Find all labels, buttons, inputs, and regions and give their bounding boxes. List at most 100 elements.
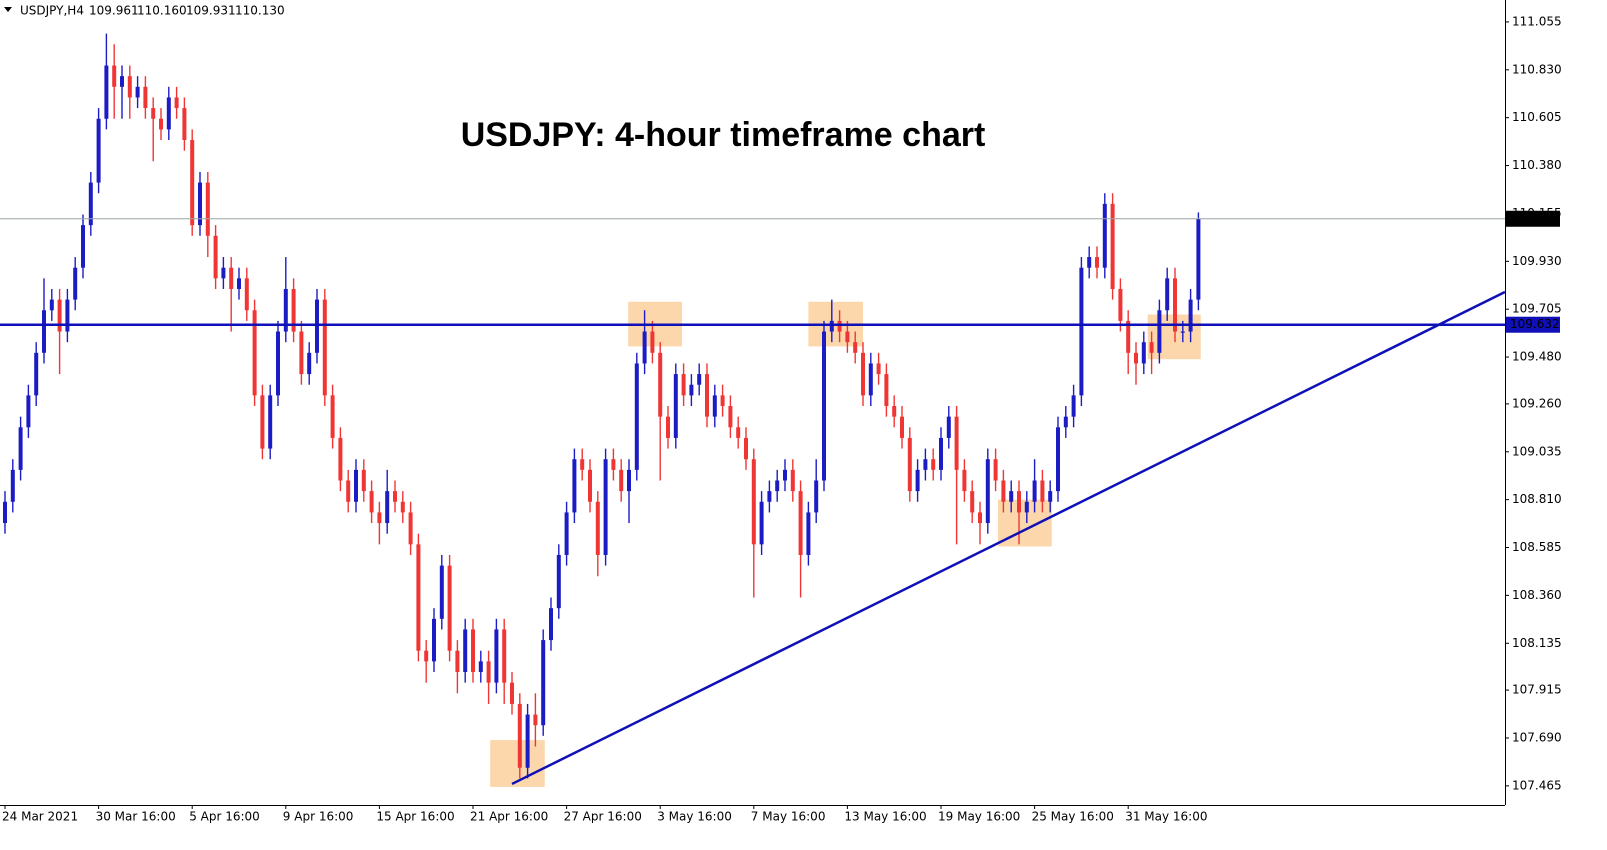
candle-body [689,384,694,396]
candle-body [385,491,390,524]
candle-body [26,395,31,428]
candle-body [845,331,850,343]
candle-body [556,554,561,609]
candle-body [354,469,358,502]
candle-body [1180,331,1185,333]
x-tick-label: 21 Apr 16:00 [470,810,548,824]
candle-body [627,469,631,492]
chart-title: USDJPY: 4-hour timeframe chart [461,116,986,154]
candle-body [611,459,616,470]
candle-body [1079,267,1084,396]
candle-body [190,140,195,226]
candle-body [720,395,725,407]
y-tick-label: 108.585 [1512,540,1562,554]
candle-body [775,480,780,492]
y-tick-label: 109.930 [1512,254,1562,268]
candle-body [73,267,78,300]
candle-body [400,501,405,513]
candle-body [205,182,210,236]
level-label: 109.632 [1510,317,1560,331]
x-tick-label: 25 May 16:00 [1032,810,1114,824]
x-tick-label: 5 Apr 16:00 [189,810,260,824]
candle-body [1134,352,1138,364]
candle-body [96,118,101,183]
candle-body [1102,203,1107,268]
candle-body [767,491,772,502]
candle-body [681,374,686,396]
y-tick-label: 111.055 [1512,14,1562,28]
x-tick-label: 9 Apr 16:00 [283,810,354,824]
candle-body [494,629,499,683]
candle-body [268,395,273,449]
candles [3,33,1201,779]
candle-body [705,374,709,417]
menu-triangle [4,7,12,12]
candle-body [1048,491,1053,502]
candle-body [88,182,93,226]
candle-body [1173,278,1177,332]
y-tick-label: 108.810 [1512,492,1562,506]
candle-body [330,395,335,438]
candle-body [1056,427,1060,492]
candle-body [946,416,951,438]
candle-body [1024,501,1029,513]
candle-body [377,512,382,524]
candle-body [634,363,639,470]
candle-body [783,469,787,481]
ohlc-low: 109.931 [186,4,236,18]
candle-body [315,299,319,353]
candle-body [588,469,592,502]
candle-body [970,491,975,513]
candle-body [1188,299,1193,332]
candle-body [104,65,109,119]
x-tick-label: 19 May 16:00 [938,810,1020,824]
candle-body [798,491,803,555]
y-tick-label: 108.360 [1512,588,1562,602]
candle-body [65,299,70,332]
y-tick-label: 109.260 [1512,396,1562,410]
candle-body [993,459,998,481]
candle-body [416,544,421,651]
x-tick-label: 24 Mar 2021 [2,810,78,824]
x-tick-label: 7 May 16:00 [751,810,826,824]
x-tick-label: 3 May 16:00 [657,810,732,824]
candle-body [10,469,15,502]
candle-body [81,225,85,268]
x-tick-label: 27 Apr 16:00 [564,810,642,824]
candle-body [182,108,187,141]
candle-body [213,235,218,279]
candle-body [736,427,741,438]
candle-body [1001,480,1006,502]
candle-body [907,437,912,492]
y-tick-label: 107.465 [1512,778,1562,792]
candle-body [135,86,140,98]
candle-body [283,288,288,332]
candle-body [868,363,873,396]
candle-body [642,331,647,364]
candle-body [822,331,826,481]
candle-body [759,501,764,545]
candle-body [408,512,413,545]
candle-body [876,363,881,375]
candle-body [829,320,834,332]
candle-body [525,714,530,768]
candle-body [18,427,23,470]
candle-body [1110,203,1115,289]
candle-body [291,288,296,332]
x-tick-label: 15 Apr 16:00 [376,810,454,824]
candle-body [1126,320,1131,353]
candle-body [861,352,865,396]
candle-body [603,459,608,555]
overlay [0,218,1506,786]
candle-body [650,331,655,353]
candle-body [244,278,249,311]
candle-body [276,331,280,396]
candle-body [744,437,748,460]
candle-body [432,618,436,662]
candle-body [915,469,920,492]
candle-body [517,703,522,768]
x-tick-label: 13 May 16:00 [844,810,926,824]
candle-body [658,352,663,417]
